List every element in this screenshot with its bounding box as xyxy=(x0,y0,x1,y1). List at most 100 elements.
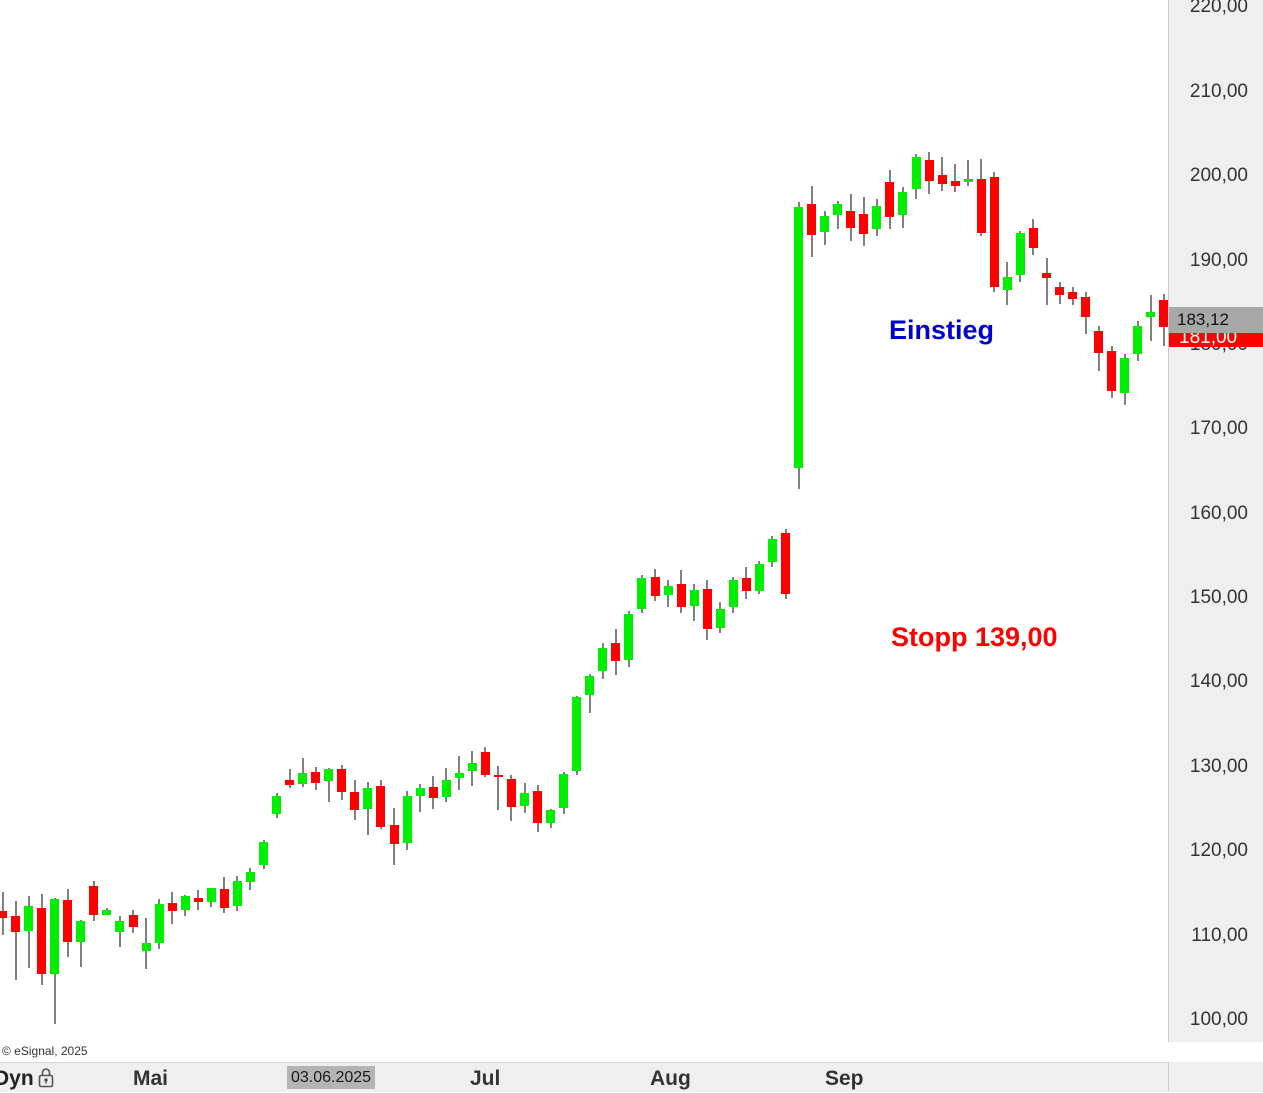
price-tick: 130,00 xyxy=(1189,755,1248,777)
price-tick: 120,00 xyxy=(1189,840,1248,862)
candle-body xyxy=(1081,296,1091,318)
price-tick: 100,00 xyxy=(1189,1008,1248,1030)
candlestick xyxy=(741,0,751,1042)
price-tick: 200,00 xyxy=(1189,165,1248,187)
axis-corner xyxy=(1168,1062,1263,1091)
candle-body xyxy=(950,180,960,186)
price-tick: 140,00 xyxy=(1189,671,1248,693)
candle-body xyxy=(128,915,138,928)
candlestick xyxy=(102,0,112,1042)
candle-body xyxy=(676,583,686,608)
candle-body xyxy=(454,772,464,778)
candle-body xyxy=(572,696,582,772)
candle-body xyxy=(807,204,817,235)
candle-body xyxy=(63,900,73,942)
candle-body xyxy=(428,787,438,799)
candlestick xyxy=(441,0,451,1042)
candlestick xyxy=(11,0,21,1042)
candle-body xyxy=(89,885,99,915)
lock-icon[interactable] xyxy=(36,1067,56,1093)
candle-body xyxy=(585,675,595,696)
candlestick xyxy=(402,0,412,1042)
candlestick xyxy=(245,0,255,1042)
candlestick xyxy=(285,0,295,1042)
candlestick xyxy=(154,0,164,1042)
candlestick xyxy=(911,0,921,1042)
candlestick xyxy=(506,0,516,1042)
candle-body xyxy=(193,897,203,902)
candlestick xyxy=(193,0,203,1042)
candle-body xyxy=(141,943,151,951)
candle-body xyxy=(0,911,7,918)
candlestick xyxy=(1002,0,1012,1042)
candle-body xyxy=(872,205,882,230)
month-tick: Jul xyxy=(470,1067,501,1090)
candlestick xyxy=(1094,0,1104,1042)
candlestick xyxy=(533,0,543,1042)
candlestick xyxy=(24,0,34,1042)
candle-body xyxy=(937,174,947,184)
chart-plot-area[interactable]: Einstieg Stopp 139,00 xyxy=(0,0,1168,1042)
candle-body xyxy=(624,614,634,660)
candlestick xyxy=(585,0,595,1042)
month-tick: Aug xyxy=(650,1067,691,1090)
candlestick xyxy=(611,0,621,1042)
candlestick xyxy=(872,0,882,1042)
annotation-stop: Stopp 139,00 xyxy=(891,622,1058,652)
candle-body xyxy=(337,769,347,793)
candlestick xyxy=(937,0,947,1042)
month-tick: Sep xyxy=(825,1067,864,1090)
price-tick: 160,00 xyxy=(1189,502,1248,524)
candle-wick xyxy=(79,919,82,967)
candle-body xyxy=(611,642,621,662)
candle-body xyxy=(1146,312,1156,318)
time-axis[interactable]: Dyn Mai Jul Aug Sep 03.06.2025 xyxy=(0,1062,1263,1092)
dyn-mode-label[interactable]: Dyn xyxy=(0,1067,34,1090)
price-tick: 150,00 xyxy=(1189,587,1248,609)
candlestick xyxy=(767,0,777,1042)
candlestick xyxy=(807,0,817,1042)
candle-body xyxy=(650,577,660,596)
candle-body xyxy=(715,609,725,628)
candle-wick xyxy=(14,901,17,981)
candlestick xyxy=(689,0,699,1042)
candle-body xyxy=(1042,273,1051,279)
candlestick xyxy=(1107,0,1117,1042)
candlestick xyxy=(598,0,608,1042)
candlestick xyxy=(63,0,73,1042)
candlestick xyxy=(206,0,216,1042)
price-axis[interactable]: 220,00210,00200,00190,00180,00170,00160,… xyxy=(1168,0,1263,1042)
candle-wick xyxy=(327,767,330,802)
month-tick: Mai xyxy=(133,1067,169,1090)
candlestick xyxy=(180,0,190,1042)
candlestick xyxy=(89,0,99,1042)
candlestick xyxy=(989,0,999,1042)
candle-body xyxy=(167,902,177,912)
candle-body xyxy=(272,796,282,815)
candlestick xyxy=(715,0,725,1042)
candle-wick xyxy=(967,160,970,186)
candle-body xyxy=(24,906,34,932)
candle-wick xyxy=(27,896,30,968)
candle-body xyxy=(1015,232,1025,276)
candlestick xyxy=(637,0,647,1042)
candle-body xyxy=(598,647,608,671)
candle-body xyxy=(1159,300,1168,328)
candlestick xyxy=(428,0,438,1042)
candle-body xyxy=(1068,291,1078,299)
candlestick xyxy=(493,0,503,1042)
candlestick xyxy=(363,0,373,1042)
candlestick xyxy=(794,0,804,1042)
candlestick xyxy=(781,0,790,1042)
candlestick xyxy=(298,0,308,1042)
candlestick xyxy=(846,0,856,1042)
candlestick xyxy=(728,0,738,1042)
candlestick xyxy=(337,0,347,1042)
candle-body xyxy=(833,204,843,216)
price-tick: 210,00 xyxy=(1189,80,1248,102)
candlestick xyxy=(219,0,229,1042)
candlestick xyxy=(50,0,60,1042)
candle-body xyxy=(546,809,556,823)
candle-body xyxy=(1028,227,1038,249)
